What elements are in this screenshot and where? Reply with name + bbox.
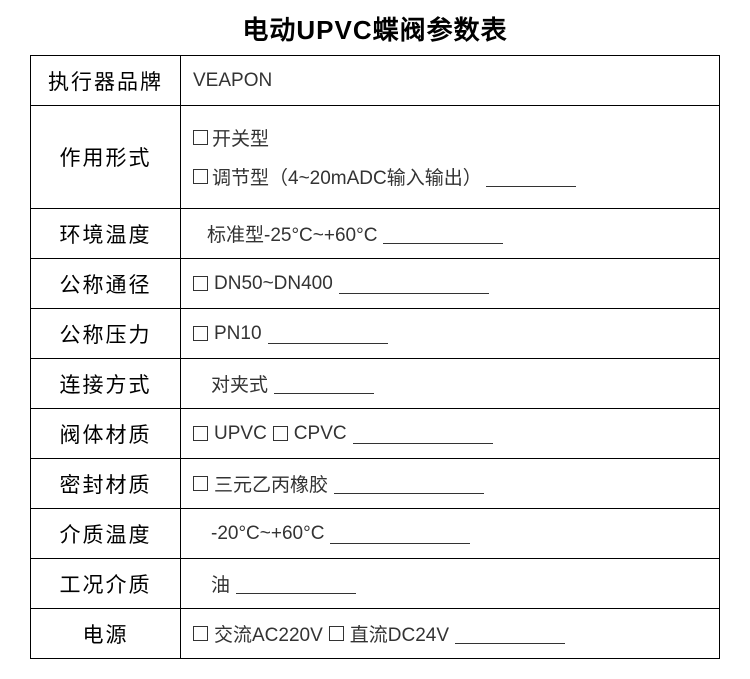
row-value: 开关型 调节型（4~20mADC输入输出） bbox=[181, 106, 720, 209]
option-line: 调节型（4~20mADC输入输出） bbox=[193, 157, 707, 196]
value-text: -20°C~+60°C bbox=[211, 523, 324, 545]
checkbox-icon bbox=[193, 169, 208, 184]
underline bbox=[383, 223, 503, 244]
underline bbox=[274, 373, 374, 394]
underline bbox=[353, 423, 493, 444]
table-row: 公称通径 DN50~DN400 bbox=[31, 259, 720, 309]
value-text: VEAPON bbox=[193, 70, 272, 91]
checkbox-icon bbox=[273, 426, 288, 441]
row-value: 三元乙丙橡胶 bbox=[181, 459, 720, 509]
option-text: 调节型（4~20mADC输入输出） bbox=[212, 163, 482, 190]
row-value: 油 bbox=[181, 559, 720, 609]
table-row: 工况介质 油 bbox=[31, 559, 720, 609]
table-row: 密封材质 三元乙丙橡胶 bbox=[31, 459, 720, 509]
row-value: PN10 bbox=[181, 309, 720, 359]
value-text: 油 bbox=[211, 570, 230, 597]
table-row: 连接方式 对夹式 bbox=[31, 359, 720, 409]
underline bbox=[334, 473, 484, 494]
row-label: 环境温度 bbox=[31, 209, 181, 259]
row-label: 连接方式 bbox=[31, 359, 181, 409]
page-title: 电动UPVC蝶阀参数表 bbox=[30, 10, 720, 47]
underline bbox=[330, 523, 470, 544]
underline bbox=[486, 166, 576, 187]
underline bbox=[236, 573, 356, 594]
option-text: CPVC bbox=[294, 423, 347, 445]
table-row: 环境温度 标准型-25°C~+60°C bbox=[31, 209, 720, 259]
underline bbox=[455, 623, 565, 644]
table-row: 电源 交流AC220V 直流DC24V bbox=[31, 609, 720, 659]
option-line: 开关型 bbox=[193, 118, 707, 157]
checkbox-icon bbox=[329, 626, 344, 641]
option-text: 直流DC24V bbox=[350, 620, 449, 647]
underline bbox=[339, 273, 489, 294]
row-value: VEAPON bbox=[181, 56, 720, 106]
row-label: 阀体材质 bbox=[31, 409, 181, 459]
row-label: 公称压力 bbox=[31, 309, 181, 359]
value-text: PN10 bbox=[214, 323, 262, 345]
row-label: 工况介质 bbox=[31, 559, 181, 609]
row-label: 执行器品牌 bbox=[31, 56, 181, 106]
value-text: 标准型-25°C~+60°C bbox=[207, 220, 377, 247]
checkbox-icon bbox=[193, 626, 208, 641]
row-value: 对夹式 bbox=[181, 359, 720, 409]
table-row: 公称压力 PN10 bbox=[31, 309, 720, 359]
checkbox-icon bbox=[193, 276, 208, 291]
parameter-table: 执行器品牌 VEAPON 作用形式 开关型 调节型（4~20mADC输入输出） … bbox=[30, 55, 720, 659]
table-row: 作用形式 开关型 调节型（4~20mADC输入输出） bbox=[31, 106, 720, 209]
row-value: 标准型-25°C~+60°C bbox=[181, 209, 720, 259]
parameter-sheet: 电动UPVC蝶阀参数表 执行器品牌 VEAPON 作用形式 开关型 调节型（4~… bbox=[0, 0, 750, 679]
checkbox-icon bbox=[193, 476, 208, 491]
row-label: 作用形式 bbox=[31, 106, 181, 209]
row-value: DN50~DN400 bbox=[181, 259, 720, 309]
checkbox-icon bbox=[193, 426, 208, 441]
row-label: 电源 bbox=[31, 609, 181, 659]
table-row: 执行器品牌 VEAPON bbox=[31, 56, 720, 106]
option-text: 开关型 bbox=[212, 124, 269, 151]
value-text: 对夹式 bbox=[211, 370, 268, 397]
row-label: 介质温度 bbox=[31, 509, 181, 559]
table-row: 阀体材质 UPVC CPVC bbox=[31, 409, 720, 459]
table-row: 介质温度 -20°C~+60°C bbox=[31, 509, 720, 559]
row-label: 密封材质 bbox=[31, 459, 181, 509]
row-value: -20°C~+60°C bbox=[181, 509, 720, 559]
underline bbox=[268, 323, 388, 344]
option-text: 交流AC220V bbox=[214, 620, 323, 647]
checkbox-icon bbox=[193, 130, 208, 145]
row-label: 公称通径 bbox=[31, 259, 181, 309]
option-text: UPVC bbox=[214, 423, 267, 445]
checkbox-icon bbox=[193, 326, 208, 341]
value-text: DN50~DN400 bbox=[214, 273, 333, 295]
value-text: 三元乙丙橡胶 bbox=[214, 470, 328, 497]
row-value: UPVC CPVC bbox=[181, 409, 720, 459]
row-value: 交流AC220V 直流DC24V bbox=[181, 609, 720, 659]
